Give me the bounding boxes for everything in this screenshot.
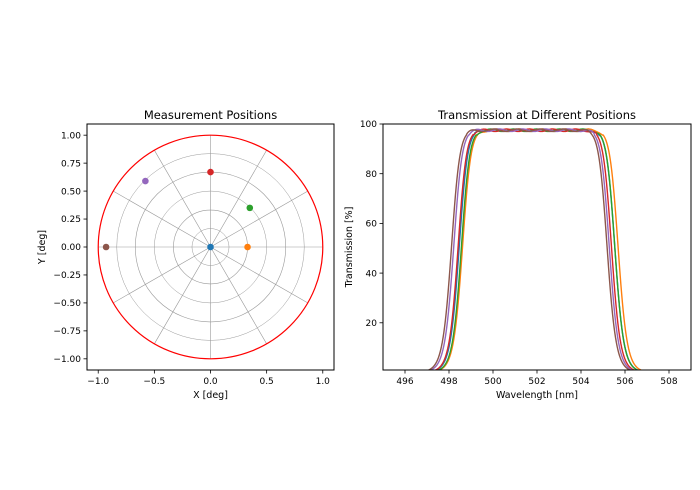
y-tick-label: 0.50 — [61, 187, 81, 197]
grid-ring — [191, 228, 230, 266]
right-x-ticks: 496 498 500 502 504 506 508 — [396, 370, 678, 387]
measurement-point-top — [207, 168, 214, 176]
x-tick-label: −1.0 — [87, 377, 109, 387]
transmission-lines — [426, 128, 643, 370]
measurement-points — [102, 168, 254, 251]
y-tick-label: −0.25 — [53, 271, 81, 281]
y-tick-label: 20 — [366, 319, 378, 329]
left-y-ticks: 1.00 0.75 0.50 0.25 0.00 −0.25 −0.50 −0.75 −1.00 — [53, 131, 87, 365]
grid-ring — [116, 153, 305, 341]
right-chart-title: Transmission at Different Positions — [437, 108, 636, 122]
right-y-axis-label: Transmission [%] — [344, 207, 355, 289]
measurement-point-upper-right — [246, 204, 254, 212]
boundary-circle — [97, 134, 324, 360]
left-plot-frame — [86, 123, 335, 371]
left-x-axis-label: X [deg] — [193, 390, 228, 401]
y-tick-label: 0.25 — [61, 215, 81, 225]
y-tick-label: 60 — [366, 220, 378, 230]
y-tick-label: 80 — [366, 170, 378, 180]
transmission-line-upper-left — [428, 128, 635, 370]
transmission-line-top — [433, 128, 637, 370]
left-x-ticks: −1.0 −0.5 0.0 0.5 1.0 — [87, 370, 330, 387]
transmission-line-upper-right — [436, 128, 640, 370]
transmission-chart: Transmission at Different Positions Wave… — [344, 108, 692, 401]
measurement-point-upper-left — [142, 177, 149, 185]
y-tick-label: 40 — [366, 269, 378, 279]
transmission-line-right — [437, 128, 643, 370]
y-tick-label: 0.75 — [61, 159, 81, 169]
measurement-point-left — [102, 243, 110, 251]
right-y-ticks: 20 40 60 80 100 — [360, 120, 383, 329]
y-tick-label: 1.00 — [61, 131, 81, 141]
x-tick-label: 506 — [616, 377, 633, 387]
y-tick-label: 0.00 — [61, 243, 81, 253]
x-tick-label: 508 — [660, 377, 677, 387]
y-tick-label: −0.50 — [53, 299, 81, 309]
measurement-point-center — [207, 243, 214, 251]
x-tick-label: 500 — [484, 377, 501, 387]
transmission-line-left — [426, 128, 632, 370]
y-tick-label: −0.75 — [53, 327, 81, 337]
measurement-positions-chart: Measurement Positions X [deg] Y [deg] −1… — [37, 108, 335, 401]
y-tick-label: −1.00 — [53, 355, 81, 365]
x-tick-label: 0.5 — [259, 377, 273, 387]
x-tick-label: 496 — [396, 377, 413, 387]
left-chart-title: Measurement Positions — [144, 108, 277, 122]
x-tick-label: 498 — [440, 377, 457, 387]
x-tick-label: 0.0 — [203, 377, 218, 387]
right-x-axis-label: Wavelength [nm] — [496, 390, 578, 401]
grid-ring — [154, 190, 267, 304]
transmission-line-center — [434, 128, 640, 370]
measurement-point-right — [244, 243, 251, 251]
x-tick-label: 504 — [572, 377, 589, 387]
x-tick-label: 1.0 — [316, 377, 331, 387]
right-plot-frame — [382, 123, 692, 371]
x-tick-label: −0.5 — [143, 377, 165, 387]
y-tick-label: 100 — [360, 120, 377, 130]
left-y-axis-label: Y [deg] — [37, 230, 48, 265]
x-tick-label: 502 — [528, 377, 545, 387]
